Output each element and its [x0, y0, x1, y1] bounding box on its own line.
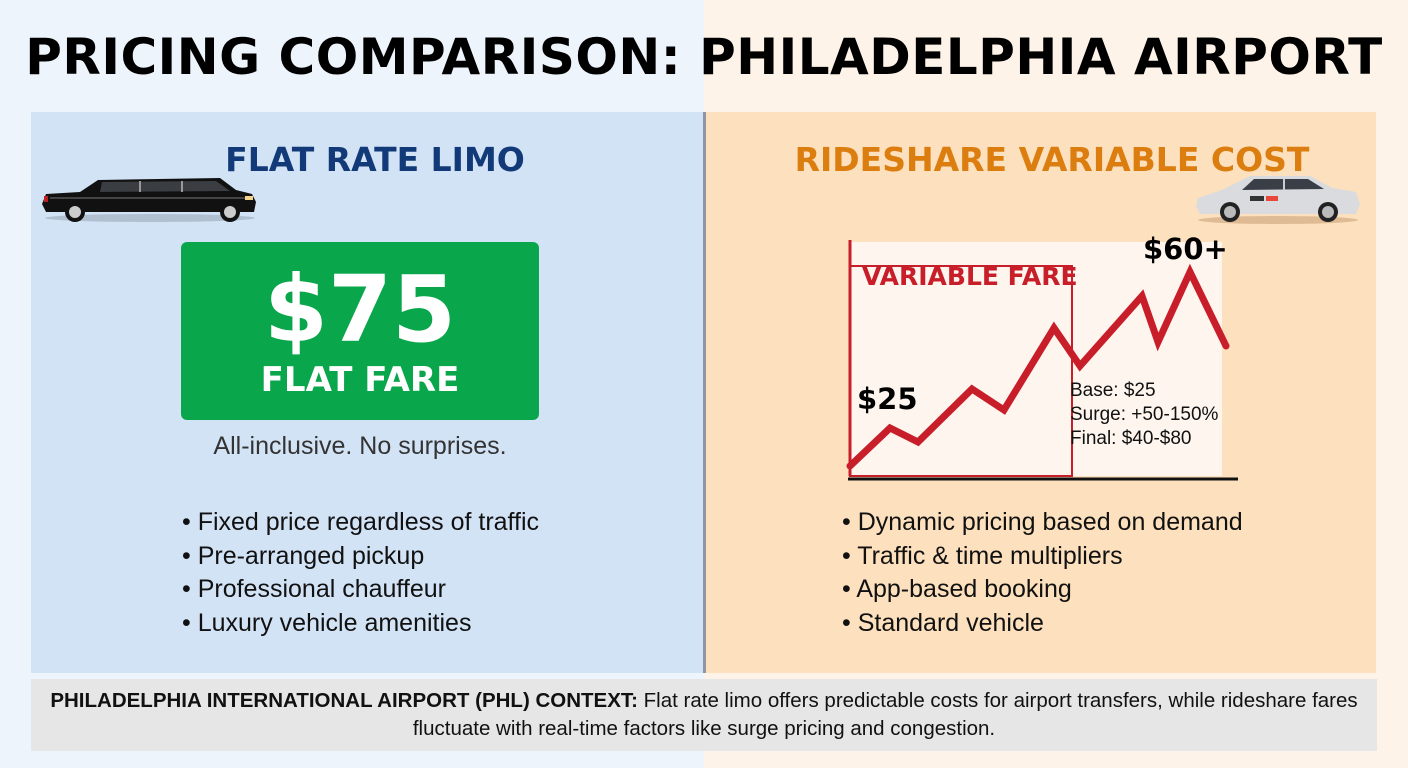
sedan-icon — [1196, 176, 1360, 224]
base-fare: Base: $25 — [1070, 380, 1156, 401]
surge-fare: Surge: +50-150% — [1070, 404, 1219, 425]
footer-text: Flat rate limo offers predictable costs … — [412, 689, 1358, 740]
feature-item: Dynamic pricing based on demand — [842, 506, 1243, 540]
rideshare-features: Dynamic pricing based on demand Traffic … — [842, 506, 1243, 641]
feature-item: App-based booking — [842, 573, 1243, 607]
page-title: PRICING COMPARISON: PHILADELPHIA AIRPORT — [25, 28, 1383, 86]
panel-divider — [703, 112, 706, 673]
feature-item: Traffic & time multipliers — [842, 540, 1243, 574]
flat-rate-tagline: All-inclusive. No surprises. — [213, 432, 507, 460]
flat-rate-features: Fixed price regardless of traffic Pre-ar… — [182, 506, 539, 640]
feature-item: Standard vehicle — [842, 607, 1243, 641]
chart-low-value: $25 — [857, 382, 918, 416]
flat-rate-heading: FLAT RATE LIMO — [225, 140, 525, 179]
fare-breakdown: Base: $25 Surge: +50-150% Final: $40-$80 — [1070, 379, 1218, 451]
flat-fare-amount: $75 — [263, 256, 457, 363]
feature-item: Professional chauffeur — [182, 573, 539, 607]
phl-context-footer: PHILADELPHIA INTERNATIONAL AIRPORT (PHL)… — [31, 679, 1377, 751]
feature-item: Fixed price regardless of traffic — [182, 506, 539, 540]
flat-fare-box: $75 FLAT FARE — [181, 242, 539, 420]
chart-high-value: $60+ — [1143, 232, 1228, 266]
feature-item: Luxury vehicle amenities — [182, 607, 539, 641]
feature-item: Pre-arranged pickup — [182, 540, 539, 574]
rideshare-heading: RIDESHARE VARIABLE COST — [794, 140, 1310, 179]
flat-fare-label: FLAT FARE — [260, 360, 460, 400]
variable-fare-chart — [846, 240, 1238, 481]
limousine-icon — [42, 178, 256, 222]
final-fare: Final: $40-$80 — [1070, 428, 1192, 449]
footer-label: PHILADELPHIA INTERNATIONAL AIRPORT (PHL)… — [50, 689, 638, 712]
variable-fare-label: VARIABLE FARE — [862, 262, 1078, 291]
